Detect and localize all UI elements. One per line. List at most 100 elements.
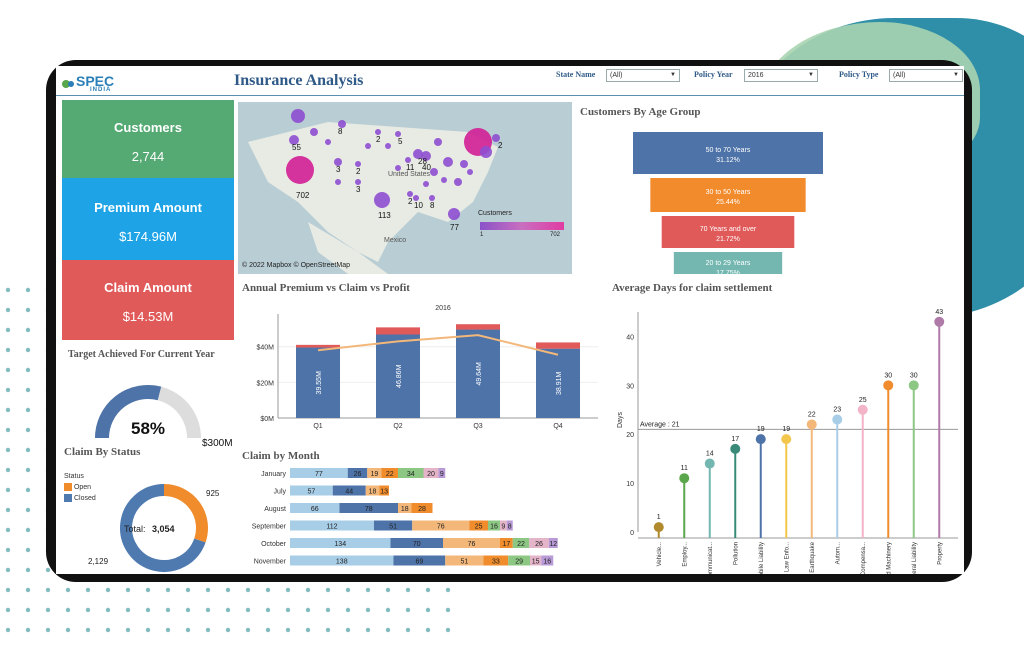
map-bubble[interactable] [421, 151, 431, 161]
month-segment[interactable] [398, 468, 424, 478]
month-segment[interactable] [530, 555, 542, 566]
lollipop-dot[interactable] [755, 434, 766, 445]
premium-bar[interactable] [456, 329, 500, 418]
month-segment[interactable] [290, 555, 394, 566]
profit-line[interactable] [317, 334, 559, 356]
month-segment[interactable] [500, 520, 507, 531]
lollipop-dot[interactable] [908, 380, 919, 391]
map-bubble[interactable] [289, 135, 299, 145]
map-bubble[interactable] [291, 109, 305, 123]
premium-bar[interactable] [536, 348, 580, 418]
map-bubble[interactable] [423, 181, 429, 187]
map-bubble[interactable] [460, 160, 468, 168]
map-bubble[interactable] [441, 177, 447, 183]
map-bubble[interactable] [480, 146, 492, 158]
map-bubble[interactable] [355, 179, 361, 185]
map-bubble[interactable] [374, 192, 390, 208]
lollipop-dot[interactable] [934, 316, 945, 327]
customer-map[interactable]: 55 8 2 5 28 2 702 3 2 11 40 3 113 2 10 8 77 United States… [238, 102, 572, 274]
map-bubble[interactable] [405, 157, 411, 163]
donut-slice-closed[interactable] [120, 484, 206, 572]
map-bubble[interactable] [395, 131, 401, 137]
map-bubble[interactable] [286, 156, 314, 184]
lollipop-dot[interactable] [883, 380, 894, 391]
month-segment[interactable] [290, 538, 391, 548]
month-segment[interactable] [438, 468, 446, 478]
premium-bar[interactable] [376, 334, 420, 418]
map-bubble[interactable] [355, 161, 361, 167]
month-segment[interactable] [393, 555, 446, 566]
map-bubble[interactable] [430, 168, 438, 176]
lollipop-dot[interactable] [653, 522, 664, 533]
month-segment[interactable] [541, 555, 554, 566]
month-segment[interactable] [365, 485, 380, 496]
map-bubble[interactable] [413, 195, 419, 201]
month-segment[interactable] [290, 485, 333, 496]
month-segment[interactable] [398, 503, 412, 513]
month-segment[interactable] [411, 503, 433, 513]
claim-bar[interactable] [536, 342, 580, 349]
state-filter-select[interactable]: (All) ▼ [606, 69, 680, 82]
map-bubble[interactable] [385, 143, 391, 149]
month-segment[interactable] [290, 468, 348, 478]
funnel-bar[interactable] [633, 132, 823, 174]
map-bubble[interactable] [375, 129, 381, 135]
month-segment[interactable] [443, 538, 500, 548]
month-segment[interactable] [347, 468, 368, 478]
month-segment[interactable] [290, 503, 340, 513]
month-segment[interactable] [423, 468, 439, 478]
map-bubble[interactable] [395, 165, 401, 171]
map-bubble[interactable] [310, 128, 318, 136]
claim-bar[interactable] [296, 344, 340, 348]
month-segment[interactable] [508, 555, 530, 566]
map-bubble[interactable] [467, 169, 473, 175]
map-bubble[interactable] [407, 191, 413, 197]
lollipop-dot[interactable] [781, 434, 792, 445]
funnel-bar[interactable] [661, 216, 795, 248]
month-segment[interactable] [381, 468, 399, 478]
map-bubble[interactable] [335, 179, 341, 185]
lollipop-dot[interactable] [730, 443, 741, 454]
premium-bar[interactable] [296, 347, 340, 418]
map-bubble[interactable] [492, 134, 500, 142]
claim-bar[interactable] [456, 324, 500, 330]
month-segment[interactable] [445, 555, 484, 566]
lollipop-dot[interactable] [857, 404, 868, 415]
lollipop-dot[interactable] [832, 414, 843, 425]
month-segment[interactable] [339, 503, 399, 513]
policy-filter-select[interactable]: (All) ▼ [889, 69, 963, 82]
month-segment[interactable] [488, 520, 500, 531]
legend-item-open[interactable]: Open [64, 483, 96, 491]
legend-item-closed[interactable]: Closed [64, 494, 96, 502]
month-segment[interactable] [379, 485, 389, 496]
lollipop-dot[interactable] [806, 419, 817, 430]
map-bubble[interactable] [454, 178, 462, 186]
month-segment[interactable] [332, 485, 366, 496]
map-bubble[interactable] [434, 138, 442, 146]
donut-slice-open[interactable] [163, 484, 208, 543]
month-segment[interactable] [469, 520, 488, 531]
lollipop-dot[interactable] [704, 458, 715, 469]
map-bubble[interactable] [325, 139, 331, 145]
month-segment[interactable] [290, 520, 374, 531]
month-segment[interactable] [374, 520, 413, 531]
month-segment[interactable] [390, 538, 444, 548]
claim-bar[interactable] [376, 327, 420, 335]
map-bubble[interactable] [429, 195, 435, 201]
map-bubble[interactable] [338, 120, 346, 128]
map-bubble[interactable] [413, 149, 423, 159]
month-segment[interactable] [483, 555, 509, 566]
month-segment[interactable] [506, 520, 513, 531]
month-segment[interactable] [367, 468, 382, 478]
month-segment[interactable] [529, 538, 549, 548]
month-segment[interactable] [548, 538, 558, 548]
month-segment[interactable] [512, 538, 530, 548]
year-filter-select[interactable]: 2016 ▼ [744, 69, 818, 82]
funnel-bar[interactable] [650, 178, 806, 212]
funnel-bar[interactable] [673, 252, 783, 274]
map-bubble[interactable] [365, 143, 371, 149]
lollipop-dot[interactable] [679, 473, 690, 484]
map-bubble[interactable] [448, 208, 460, 220]
map-bubble[interactable] [443, 157, 453, 167]
map-bubble[interactable] [334, 158, 342, 166]
